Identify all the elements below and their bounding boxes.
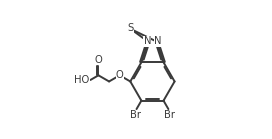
Text: Br: Br (164, 110, 175, 120)
Text: N: N (154, 36, 162, 46)
Text: O: O (95, 55, 102, 65)
Text: HO: HO (74, 75, 89, 85)
Text: Br: Br (130, 110, 141, 120)
Text: S: S (128, 23, 134, 33)
Text: O: O (116, 70, 123, 80)
Text: N: N (144, 36, 151, 46)
